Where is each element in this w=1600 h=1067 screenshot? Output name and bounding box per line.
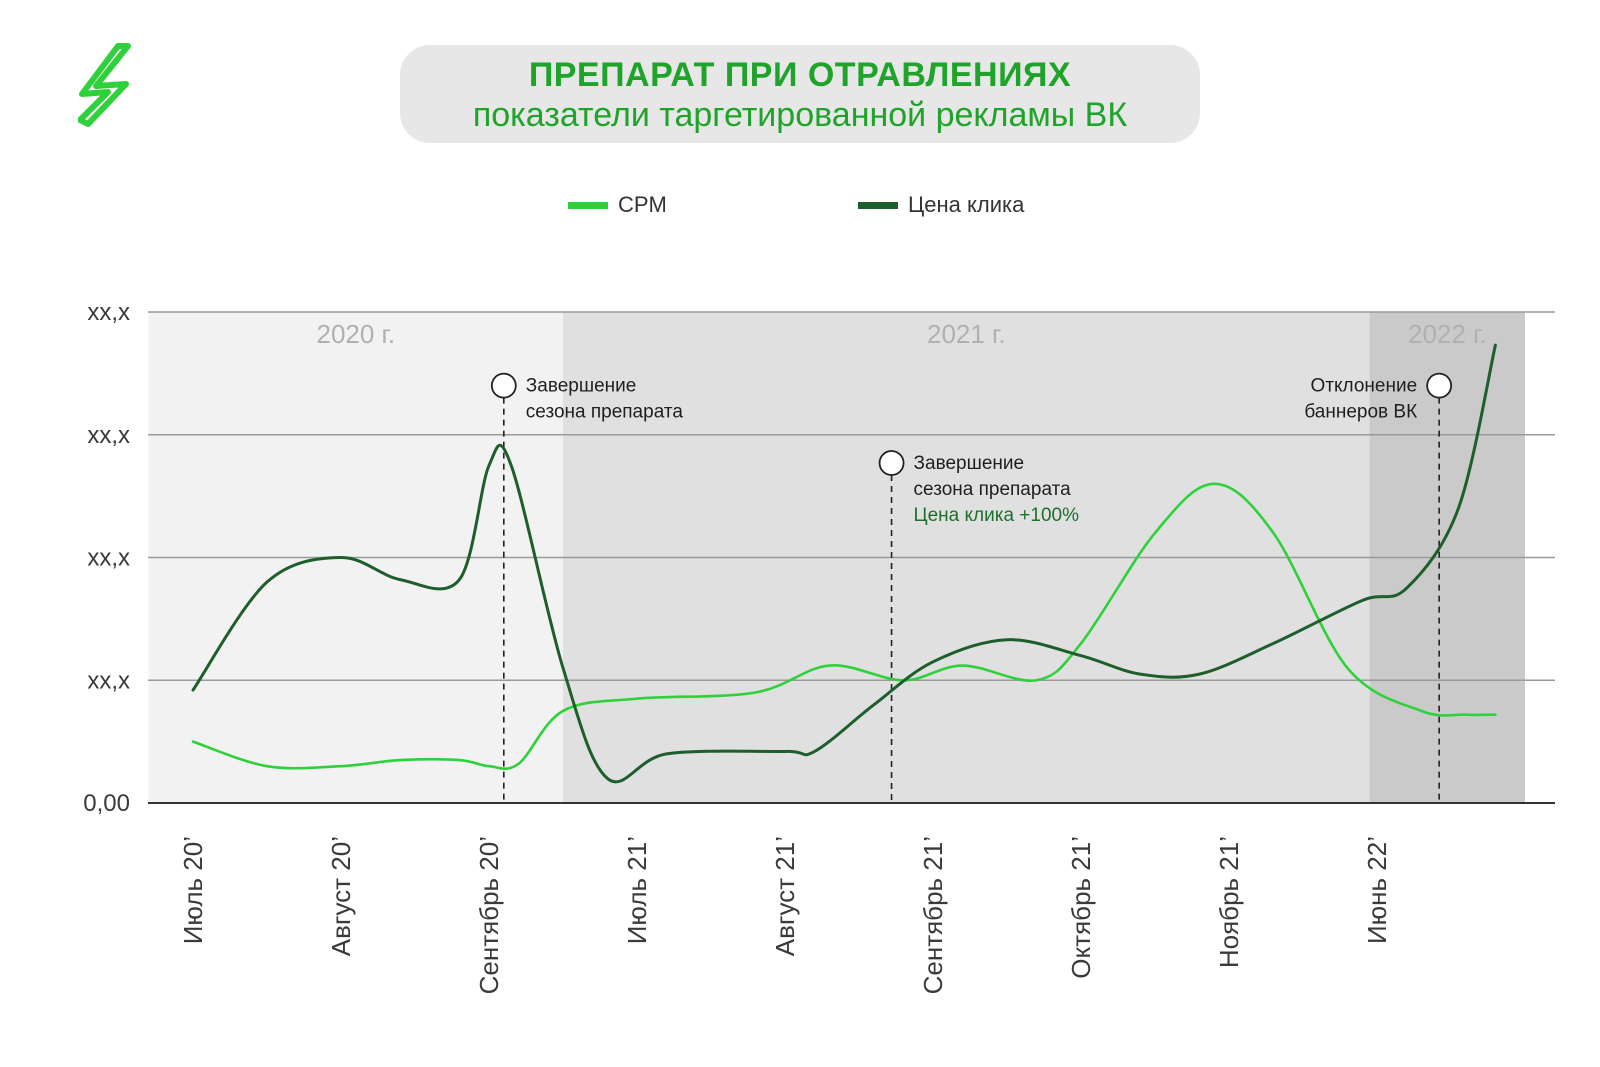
brand-logo [77,42,144,128]
y-tick-label: xx,x [87,422,130,449]
x-tick-label: Июль 20’ [178,836,208,944]
annotation-text: сезона препарата [526,402,684,423]
x-tick-label: Ноябрь 21’ [1214,836,1244,968]
legend-item-cpc: Цена клика [858,192,1024,218]
y-tick-label: xx,x [87,299,130,326]
annotation-text: баннеров ВК [1304,402,1417,423]
legend-label-cpc: Цена клика [908,192,1025,217]
series-line-cpm [191,482,1497,771]
period-label-1: 2021 г. [927,319,1006,349]
x-tick-label: Октябрь 21’ [1066,836,1096,979]
legend-label-cpm: CPM [618,192,667,217]
series-line-cpc [191,343,1497,784]
x-tick-label: Сентябрь 21’ [918,836,948,994]
legend-swatch-cpm [568,201,608,209]
annotation-text: Завершение [914,453,1025,474]
annotation-text: Отклонение [1311,376,1418,397]
chart-title: ПРЕПАРАТ ПРИ ОТРАВЛЕНИЯХ [528,56,1072,94]
x-tick-label: Июль 21’ [622,836,652,944]
legend-item-cpm: CPM [568,192,667,218]
x-tick-label: Июнь 22’ [1362,836,1392,944]
annotation-marker-0 [490,372,517,399]
title-panel: ПРЕПАРАТ ПРИ ОТРАВЛЕНИЯХ показатели тарг… [400,45,1200,143]
annotation-highlight: Цена клика +100% [914,505,1080,526]
period-label-0: 2020 г. [316,319,395,349]
annotation-marker-1 [878,450,905,476]
period-label-2: 2022 г. [1408,319,1487,349]
chart-legend: CPM Цена клика [0,192,1600,226]
y-tick-label: xx,x [87,545,130,572]
annotation-text: сезона препарата [914,479,1072,500]
annotation-marker-2 [1426,372,1453,399]
lightning-icon [77,43,131,127]
chart-subtitle: показатели таргетированной рекламы ВК [472,96,1128,134]
annotation-text: Завершение [526,376,637,397]
x-tick-label: Сентябрь 20’ [474,836,504,994]
legend-swatch-cpc [858,201,898,209]
x-tick-label: Август 21’ [770,836,800,956]
y-tick-label: xx,x [87,667,130,694]
y-tick-label: 0,00 [83,790,130,817]
x-tick-label: Август 20’ [326,836,356,956]
